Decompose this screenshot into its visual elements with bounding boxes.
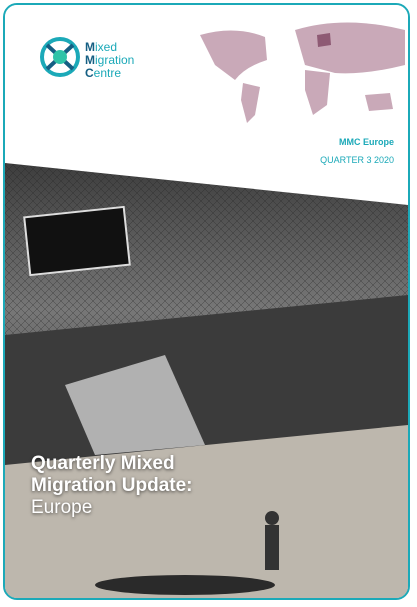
cover-page: Mixed Migration Centre MMC Europe QUARTE…	[3, 3, 410, 600]
period-label: QUARTER 3 2020	[320, 155, 394, 165]
logo-line: Centre	[85, 67, 134, 80]
title-line: Migration Update:	[31, 475, 193, 497]
org-label: MMC Europe	[339, 137, 394, 147]
title-line: Quarterly Mixed	[31, 453, 193, 475]
cover-title: Quarterly Mixed Migration Update: Europe	[31, 453, 193, 519]
subtitle: Europe	[31, 497, 193, 519]
logo-text: Mixed Migration Centre	[85, 41, 134, 80]
